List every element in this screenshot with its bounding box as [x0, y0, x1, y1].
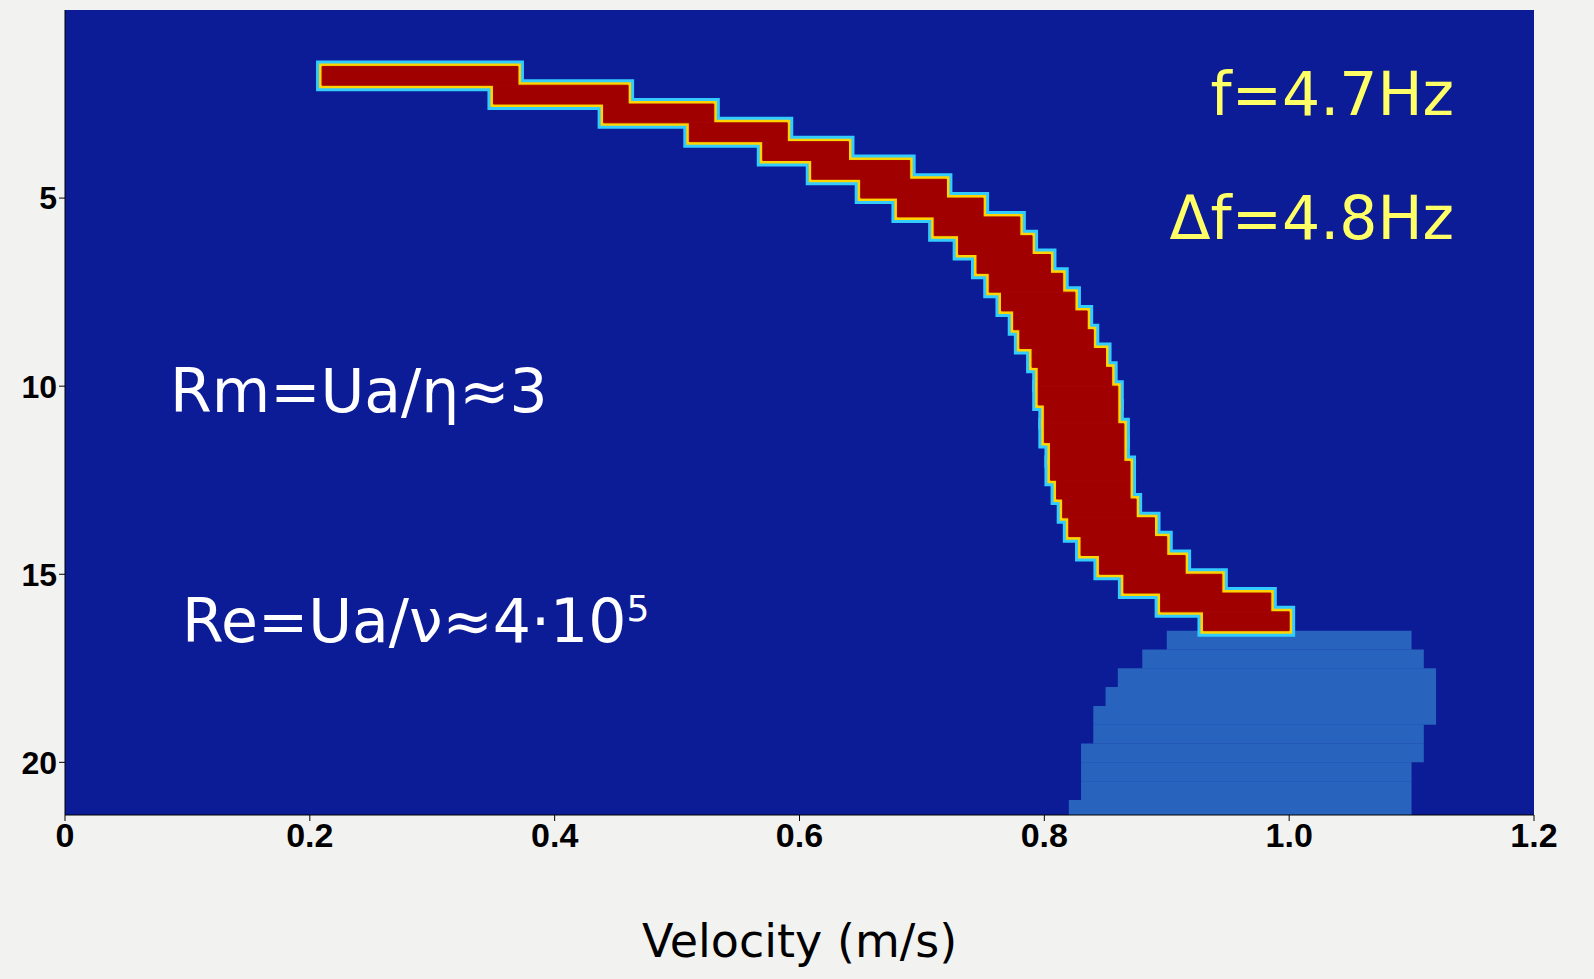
svg-text:Velocity (m/s): Velocity (m/s)	[642, 914, 957, 968]
svg-text:5: 5	[39, 180, 57, 216]
html-text:Δf=4.8Hz: Δf=4.8Hz	[1169, 183, 1454, 253]
html-text:f=4.7Hz: f=4.7Hz	[1210, 59, 1454, 129]
html-text:Rm=Ua/η≈3: Rm=Ua/η≈3	[170, 356, 548, 426]
svg-text:15: 15	[21, 557, 57, 593]
svg-text:0.4: 0.4	[531, 816, 578, 854]
html-text:Re=Ua/ν≈4·10: Re=Ua/ν≈4·10	[182, 586, 627, 656]
svg-text:0.6: 0.6	[776, 816, 823, 854]
svg-text:1.2: 1.2	[1510, 816, 1557, 854]
svg-text:0: 0	[56, 816, 75, 854]
svg-text:20: 20	[21, 745, 57, 781]
svg-text:0.2: 0.2	[286, 816, 333, 854]
svg-text:1.0: 1.0	[1266, 816, 1313, 854]
svg-text:0.8: 0.8	[1021, 816, 1068, 854]
html-text:5: 5	[626, 588, 650, 629]
svg-text:10: 10	[21, 369, 57, 405]
